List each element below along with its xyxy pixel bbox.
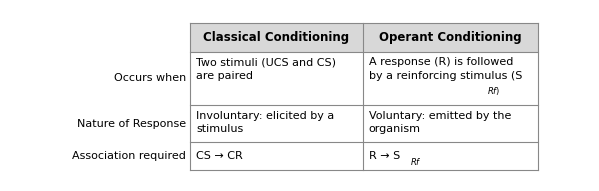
Text: CS → CR: CS → CR [196,151,243,161]
Text: Voluntary: emitted by the
organism: Voluntary: emitted by the organism [369,111,511,134]
Text: $\mathit{Rf}$): $\mathit{Rf}$) [487,85,500,97]
Text: Classical Conditioning: Classical Conditioning [203,31,349,44]
Text: Nature of Response: Nature of Response [77,119,186,129]
Bar [363,23,538,52]
Text: R → S: R → S [369,151,400,161]
Text: Association required: Association required [72,151,186,161]
Bar [190,23,538,170]
Text: A response (R) is followed
by a reinforcing stimulus (S: A response (R) is followed by a reinforc… [369,57,522,81]
Text: Operant Conditioning: Operant Conditioning [379,31,522,44]
Bar [190,23,363,52]
Text: $\mathit{Rf}$: $\mathit{Rf}$ [410,156,422,167]
Text: Occurs when: Occurs when [114,73,186,83]
Text: Involuntary: elicited by a
stimulus: Involuntary: elicited by a stimulus [196,111,334,134]
Text: Two stimuli (UCS and CS)
are paired: Two stimuli (UCS and CS) are paired [196,57,336,81]
